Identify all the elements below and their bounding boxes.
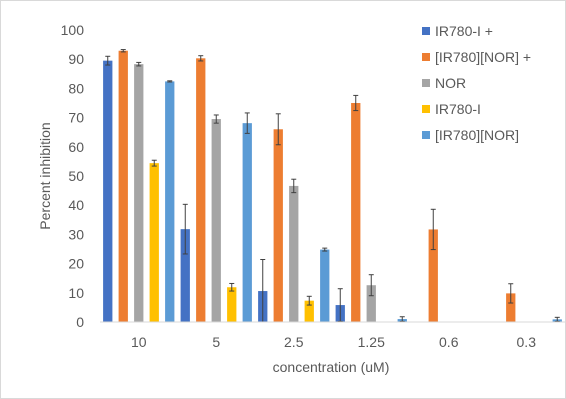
error-bar [554,316,560,322]
x-tick-label: 2.5 [284,334,304,350]
legend-label: IR780-I + [435,23,493,39]
y-tick-label: 60 [68,139,84,155]
y-axis-title: Percent inhibition [37,122,53,229]
x-tick-label: 5 [212,334,220,350]
error-bar [229,282,235,292]
bar [428,229,438,322]
legend-item: [IR780][NOR] + [422,49,531,65]
error-bar [306,295,312,306]
error-bar [151,159,157,167]
error-bar [120,49,126,53]
error-bar [213,114,219,124]
y-tick-label: 0 [76,314,84,330]
y-tick-label: 10 [68,285,84,301]
y-tick-label: 90 [68,51,84,67]
legend-item: IR780-I [422,101,481,117]
y-tick-label: 20 [68,256,84,272]
bar [149,163,159,322]
error-bar [244,112,250,134]
bar [227,287,237,322]
legend-label: [IR780][NOR] + [435,49,531,65]
bars-layer [103,50,562,323]
x-tick-label: 0.3 [517,334,537,350]
y-tick-label: 40 [68,197,84,213]
bar [118,50,128,322]
legend-item: IR780-I + [422,23,493,39]
bar [196,58,206,322]
error-bar [399,316,405,322]
legend-label: IR780-I [435,101,481,117]
y-tick-label: 50 [68,168,84,184]
error-bar [322,247,328,252]
error-bar [105,55,111,66]
error-bar [275,113,281,146]
bar [103,60,113,322]
bar [304,300,314,322]
bar [242,123,252,323]
error-bar [198,55,204,62]
bar [506,293,516,322]
error-bar [291,178,297,194]
y-tick-label: 80 [68,80,84,96]
error-bars-layer [105,49,560,323]
x-axis-title: concentration (uM) [273,359,390,375]
legend-swatch [422,105,430,113]
legend-item: [IR780][NOR] [422,127,519,143]
error-bar [182,203,188,255]
error-bar [430,208,436,251]
y-axis-ticks: 0 10 20 30 40 50 60 70 80 90 100 [61,22,85,330]
y-tick-label: 70 [68,110,84,126]
x-axis-ticks: 10 5 2.5 1.25 0.6 0.3 [131,334,536,350]
bar [180,229,190,322]
y-tick-label: 30 [68,226,84,242]
legend-swatch [422,53,430,61]
error-bar [167,80,173,83]
bar [211,119,221,322]
bar [351,103,361,322]
bar [366,285,376,322]
legend: IR780-I + [IR780][NOR] + NOR IR780-I [IR780]… [422,23,531,143]
error-bar [508,283,514,304]
bar [165,81,175,322]
legend-swatch [422,79,430,87]
x-tick-label: 1.25 [358,334,385,350]
error-bar [337,288,343,322]
legend-label: NOR [435,75,466,91]
x-tick-label: 0.6 [439,334,459,350]
legend-label: [IR780][NOR] [435,127,519,143]
bar [273,129,283,322]
error-bar [353,94,359,112]
legend-swatch [422,27,430,35]
error-bar [368,274,374,297]
bar [134,64,144,322]
bar [289,185,299,322]
x-tick-label: 10 [131,334,147,350]
bar [320,249,330,322]
error-bar [136,61,142,67]
legend-swatch [422,131,430,139]
legend-item: NOR [422,75,466,91]
y-tick-label: 100 [61,22,85,38]
